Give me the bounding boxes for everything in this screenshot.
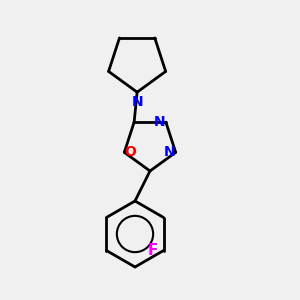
Text: N: N [154,115,166,129]
Text: F: F [148,243,158,258]
Text: N: N [164,145,176,159]
Text: O: O [124,145,136,159]
Text: N: N [131,95,143,109]
